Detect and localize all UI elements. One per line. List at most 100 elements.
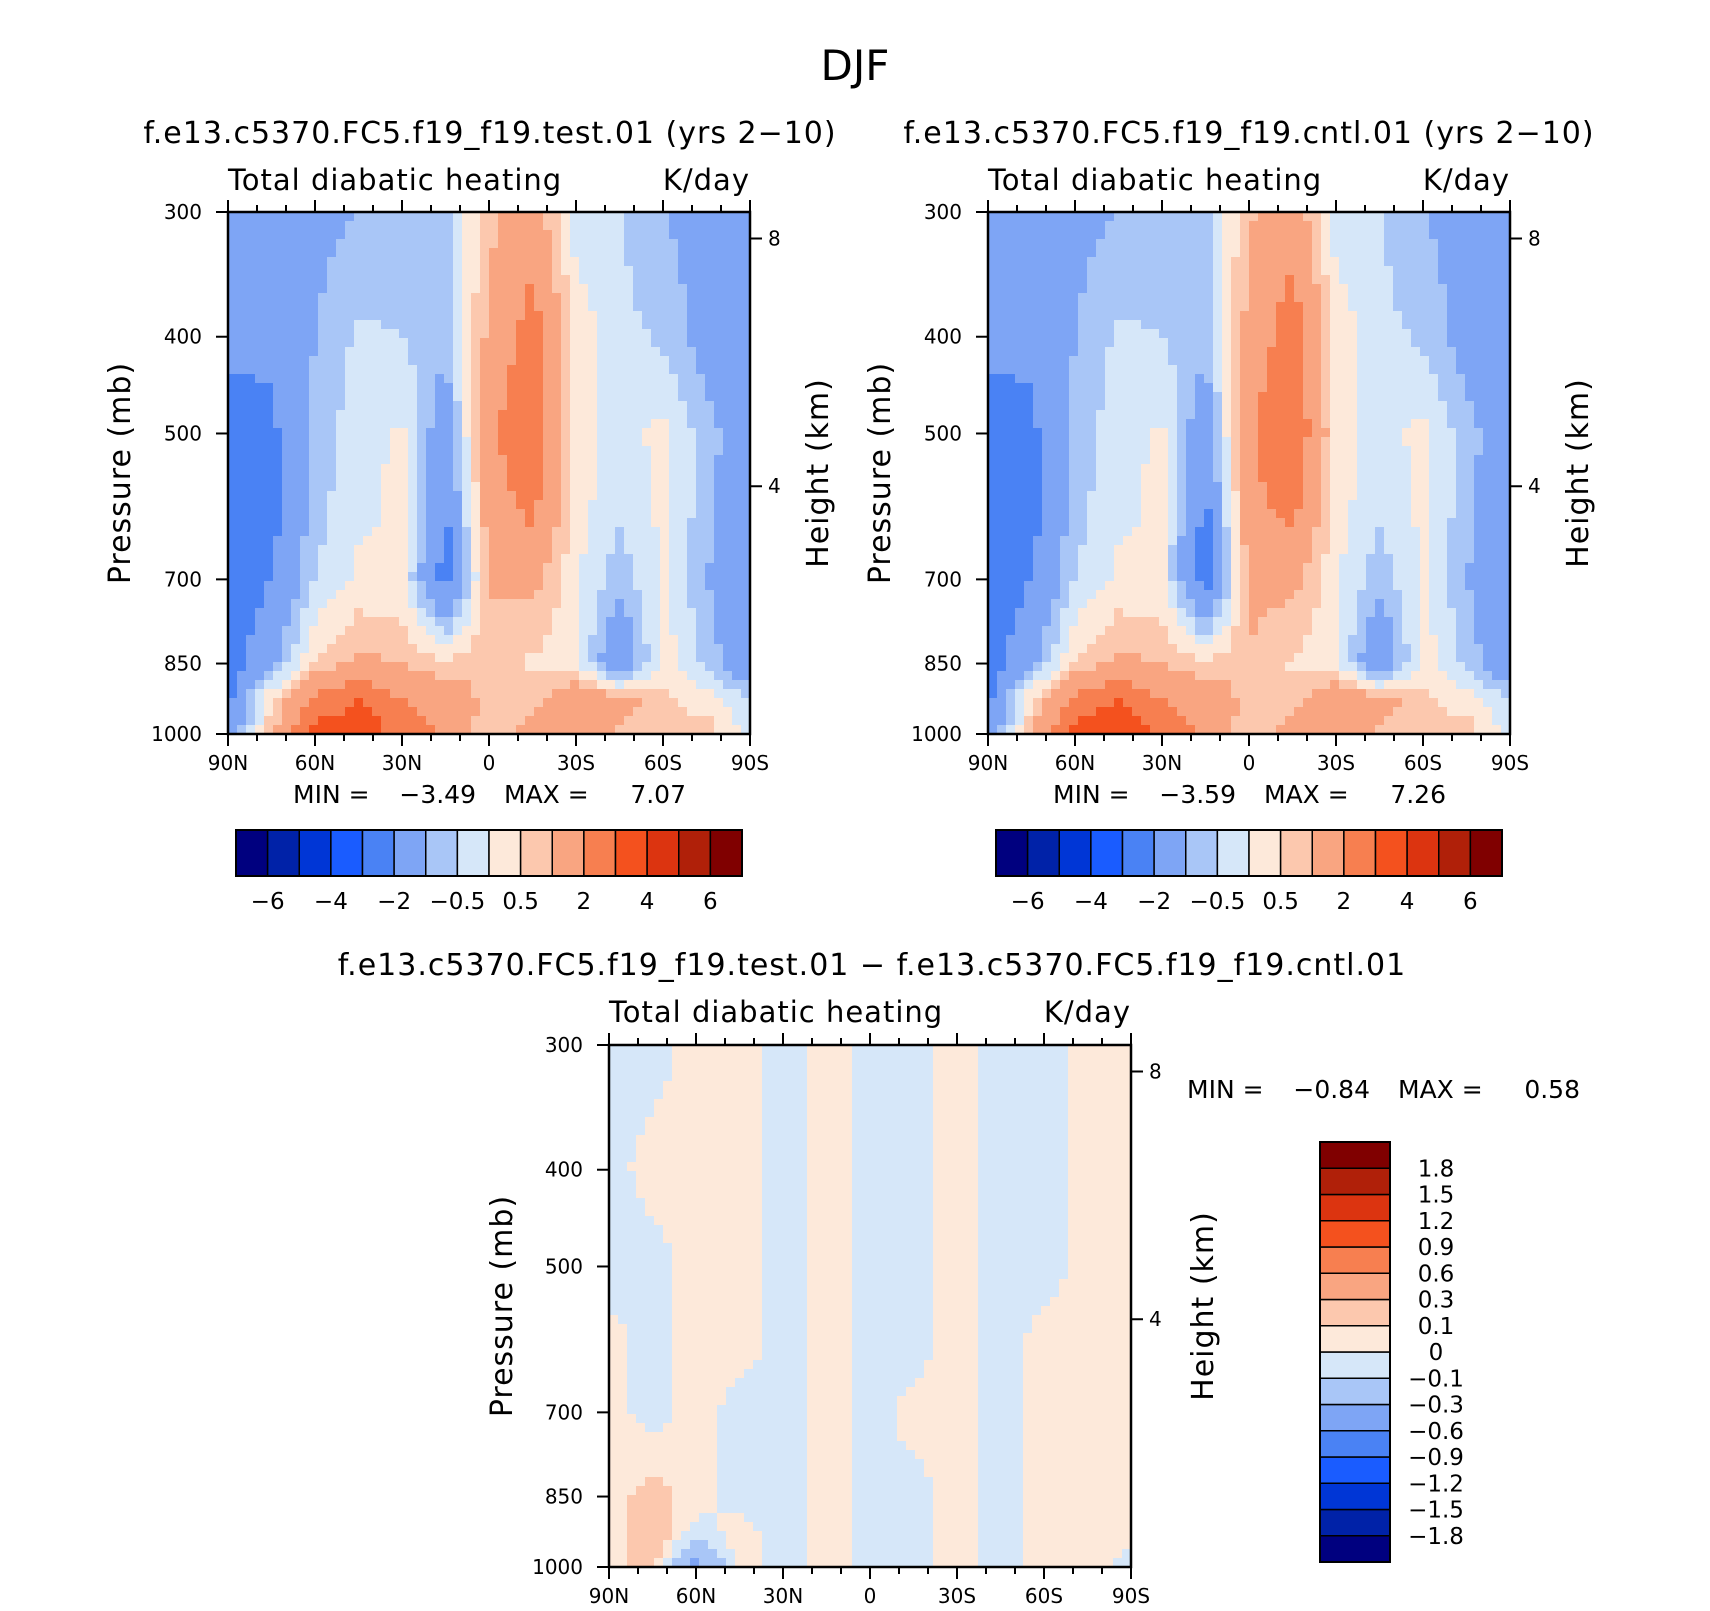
heatmap-cell (1402, 257, 1412, 267)
heatmap-cell (300, 329, 310, 339)
heatmap-cell (741, 464, 751, 474)
heatmap-cell (552, 671, 562, 681)
heatmap-cell (354, 437, 364, 447)
heatmap-cell (417, 311, 427, 321)
heatmap-cell (597, 644, 607, 654)
heatmap-cell (543, 401, 553, 411)
heatmap-cell (480, 689, 490, 699)
heatmap-cell (372, 599, 382, 609)
heatmap-cell (498, 383, 508, 393)
heatmap-cell (525, 401, 535, 411)
heatmap-cell (1222, 365, 1232, 375)
heatmap-cell (399, 455, 409, 465)
heatmap-cell (282, 293, 292, 303)
heatmap-cell (1384, 329, 1394, 339)
heatmap-cell (633, 662, 643, 672)
heatmap-cell (237, 518, 247, 528)
heatmap-cell (435, 329, 445, 339)
heatmap-cell (489, 500, 499, 510)
heatmap-cell (255, 518, 265, 528)
heatmap-cell (1177, 428, 1187, 438)
heatmap-cell (516, 554, 526, 564)
heatmap-cell (354, 680, 364, 690)
heatmap-cell (354, 266, 364, 276)
heatmap-cell (291, 347, 301, 357)
heatmap-cell (732, 464, 742, 474)
heatmap-cell (417, 401, 427, 411)
heatmap-cell (471, 581, 481, 591)
heatmap-cell (1240, 257, 1250, 267)
heatmap-cell (1042, 410, 1052, 420)
heatmap-cell (741, 410, 751, 420)
heatmap-cell (1141, 392, 1151, 402)
heatmap-cell (1285, 365, 1295, 375)
heatmap-cell (732, 671, 742, 681)
heatmap-cell (345, 320, 355, 330)
heatmap-cell (1267, 221, 1277, 231)
heatmap-cell (1231, 293, 1241, 303)
heatmap-cell (732, 329, 742, 339)
heatmap-cell (1357, 221, 1367, 231)
heatmap-cell (1114, 275, 1124, 285)
heatmap-cell (363, 212, 373, 222)
heatmap-cell (988, 221, 998, 231)
heatmap-cell (687, 401, 697, 411)
heatmap-cell (1186, 221, 1196, 231)
heatmap-cell (615, 383, 625, 393)
heatmap-cell (507, 671, 517, 681)
heatmap-cell (336, 590, 346, 600)
heatmap-cell (309, 338, 319, 348)
heatmap-cell (1330, 230, 1340, 240)
heatmap-cell (318, 671, 328, 681)
heatmap-cell (561, 572, 571, 582)
heatmap-cell (1438, 338, 1448, 348)
heatmap-cell (318, 284, 328, 294)
heatmap-cell (471, 518, 481, 528)
heatmap-cell (381, 284, 391, 294)
heatmap-cell (606, 698, 616, 708)
heatmap-cell (291, 608, 301, 618)
heatmap-cell (291, 536, 301, 546)
heatmap-cell (498, 662, 508, 672)
heatmap-cell (1420, 374, 1430, 384)
heatmap-cell (570, 509, 580, 519)
heatmap-cell (480, 374, 490, 384)
heatmap-cell (291, 545, 301, 555)
heatmap-cell (444, 662, 454, 672)
heatmap-cell (552, 266, 562, 276)
heatmap-cell (579, 329, 589, 339)
heatmap-cell (988, 230, 998, 240)
heatmap-cell (624, 212, 634, 222)
heatmap-cell (732, 455, 742, 465)
heatmap-cell (327, 608, 337, 618)
heatmap-cell (1105, 356, 1115, 366)
heatmap-cell (471, 446, 481, 456)
heatmap-cell (687, 563, 697, 573)
heatmap-cell (408, 698, 418, 708)
heatmap-cell (255, 590, 265, 600)
heatmap-cell (1069, 365, 1079, 375)
heatmap-cell (741, 518, 751, 528)
heatmap-cell (237, 671, 247, 681)
heatmap-cell (633, 428, 643, 438)
heatmap-cell (498, 473, 508, 483)
heatmap-cell (255, 491, 265, 501)
heatmap-cell (570, 275, 580, 285)
heatmap-cell (714, 284, 724, 294)
heatmap-cell (624, 257, 634, 267)
heatmap-cell (1330, 302, 1340, 312)
heatmap-cell (489, 239, 499, 249)
heatmap-cell (444, 428, 454, 438)
heatmap-cell (1276, 338, 1286, 348)
heatmap-cell (615, 329, 625, 339)
heatmap-cell (642, 221, 652, 231)
heatmap-cell (732, 509, 742, 519)
heatmap-cell (1384, 284, 1394, 294)
heatmap-cell (273, 275, 283, 285)
heatmap-cell (1483, 428, 1493, 438)
heatmap-cell (606, 581, 616, 591)
heatmap-cell (597, 716, 607, 726)
heatmap-cell (741, 311, 751, 321)
heatmap-cell (453, 635, 463, 645)
heatmap-cell (660, 311, 670, 321)
